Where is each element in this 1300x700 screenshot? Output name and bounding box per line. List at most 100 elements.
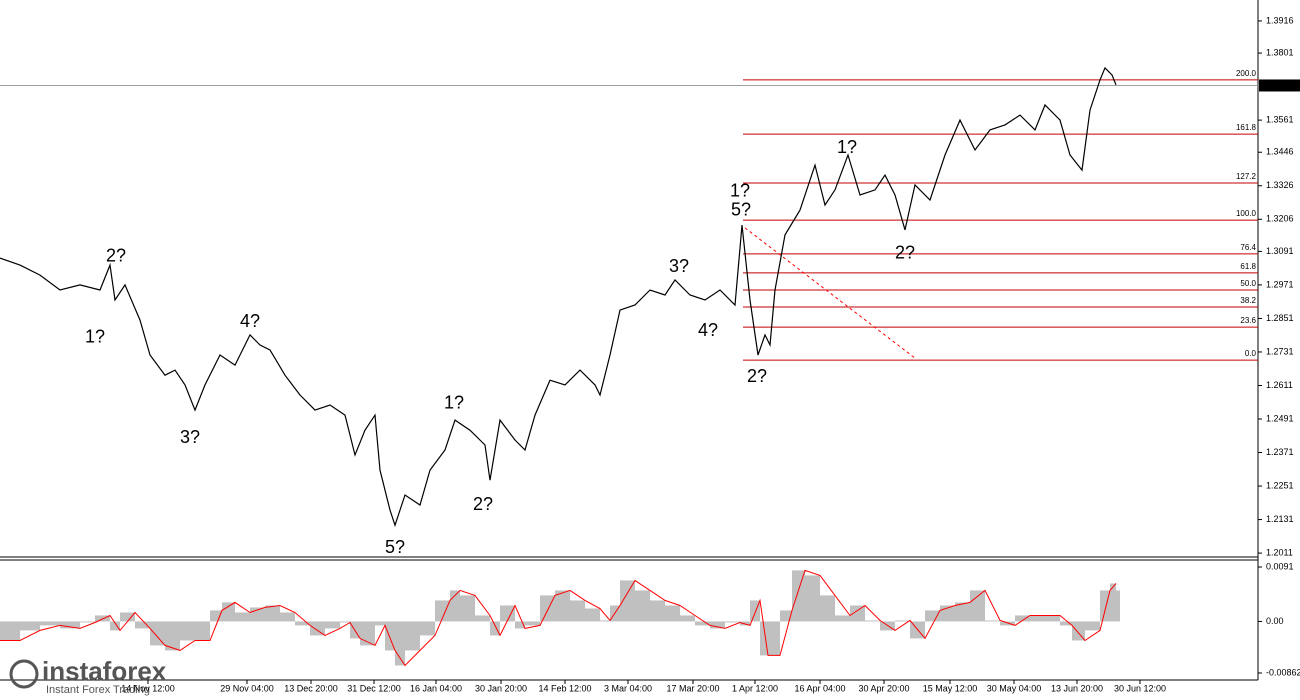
histogram-bar	[375, 621, 385, 626]
fib-label: 100.0	[1236, 209, 1257, 218]
y-tick-label: 1.2491	[1266, 413, 1294, 423]
histogram-bar	[325, 621, 340, 629]
histogram-bar	[95, 615, 110, 622]
histogram-bar	[665, 605, 680, 622]
x-tick-label: 30 May 04:00	[987, 683, 1042, 693]
current-price-label: 1.3685	[1264, 80, 1292, 90]
histogram-bar	[165, 621, 180, 651]
y-tick-label: 1.2371	[1266, 447, 1294, 457]
x-tick-label: 15 May 12:00	[923, 683, 978, 693]
histogram-bar	[460, 595, 475, 622]
y-tick-label: 0.0091	[1266, 561, 1294, 571]
histogram-bar	[515, 621, 525, 629]
histogram-bar	[570, 600, 585, 622]
histogram-bar	[20, 621, 40, 631]
wave-label: 1?	[837, 137, 857, 157]
histogram-bar	[210, 610, 222, 622]
histogram-bar	[850, 605, 865, 622]
histogram-bar	[120, 612, 135, 622]
x-tick-label: 31 Dec 12:00	[347, 683, 401, 693]
histogram-bar	[1000, 621, 1015, 626]
y-tick-label: -0.00862	[1266, 667, 1300, 677]
histogram-bar	[1030, 615, 1045, 622]
wave-label: 2?	[473, 494, 493, 514]
fib-label: 23.6	[1240, 316, 1256, 325]
wave-label: 1?	[730, 181, 750, 201]
histogram-bar	[110, 621, 120, 631]
histogram-bar	[805, 575, 820, 622]
brand-tagline: Instant Forex Trading	[46, 684, 150, 696]
histogram-bar	[475, 615, 490, 622]
wave-label: 2?	[895, 243, 915, 263]
y-tick-label: 1.2731	[1266, 346, 1294, 356]
histogram-bar	[500, 605, 515, 622]
histogram-bar	[620, 580, 635, 622]
histogram-bar	[385, 621, 395, 651]
histogram-bar	[1015, 615, 1030, 622]
x-tick-label: 17 Mar 20:00	[666, 683, 719, 693]
wave-label: 4?	[240, 311, 260, 331]
wave-label: 3?	[180, 427, 200, 447]
histogram-bar	[820, 595, 835, 622]
fib-label: 127.2	[1236, 172, 1257, 181]
histogram-bar	[280, 612, 295, 622]
fib-label: 61.8	[1240, 262, 1256, 271]
x-tick-label: 13 Jun 20:00	[1051, 683, 1103, 693]
histogram-bar	[40, 621, 60, 626]
logo-icon	[9, 659, 39, 689]
y-tick-label: 1.3916	[1266, 15, 1294, 25]
histogram-bar	[265, 605, 280, 622]
histogram-bar	[1116, 590, 1120, 622]
histogram-bar	[60, 621, 80, 629]
histogram-bar	[970, 590, 985, 622]
histogram-bar	[710, 621, 725, 629]
histogram-bar	[555, 590, 570, 622]
current-price-box	[1259, 79, 1300, 92]
histogram-bar	[585, 608, 600, 622]
histogram-bar	[600, 620, 610, 622]
histogram-bar	[222, 602, 235, 622]
histogram-bar	[0, 621, 20, 641]
wave-label: 5?	[731, 200, 751, 220]
histogram-bar	[340, 621, 350, 623]
fib-label: 161.8	[1236, 123, 1257, 132]
histogram-bar	[1060, 621, 1072, 626]
x-tick-label: 3 Mar 04:00	[604, 683, 652, 693]
wave-label: 1?	[444, 393, 464, 413]
histogram-bar	[1072, 621, 1085, 641]
brand-logo: instaforex Instant Forex Trading	[9, 656, 167, 696]
x-tick-label: 13 Dec 20:00	[284, 683, 338, 693]
x-tick-label: 30 Jan 20:00	[475, 683, 527, 693]
y-tick-label: 1.3206	[1266, 214, 1294, 224]
x-tick-label: 30 Jun 12:00	[1114, 683, 1166, 693]
histogram-bar	[490, 621, 500, 636]
histogram-bar	[295, 621, 310, 626]
histogram-bar	[195, 621, 210, 641]
histogram-bar	[1100, 590, 1110, 622]
histogram-bar	[760, 621, 768, 656]
histogram-bar	[525, 621, 540, 626]
histogram-bar	[835, 615, 850, 622]
x-tick-label: 16 Jan 04:00	[410, 683, 462, 693]
x-tick-label: 14 Nov 12:00	[121, 683, 175, 693]
histogram-bar	[405, 621, 420, 651]
histogram-bar	[955, 602, 970, 622]
histogram-bar	[395, 621, 405, 666]
histogram-bar	[780, 610, 792, 622]
histogram-bar	[420, 621, 435, 636]
histogram-bar	[792, 570, 805, 622]
fib-label: 0.0	[1245, 349, 1257, 358]
x-tick-label: 1 Apr 12:00	[732, 683, 778, 693]
y-tick-label: 1.2131	[1266, 514, 1294, 524]
histogram-bar	[680, 615, 695, 622]
histogram-bar	[650, 600, 665, 622]
histogram-bar	[768, 621, 780, 656]
histogram-bar	[635, 590, 650, 622]
histogram-bar	[450, 590, 460, 622]
histogram-bar	[725, 621, 740, 623]
histogram-bar	[925, 610, 940, 622]
y-tick-label: 1.3801	[1266, 47, 1294, 57]
y-tick-label: 0.00	[1266, 616, 1284, 626]
wave-label: 1?	[85, 327, 105, 347]
